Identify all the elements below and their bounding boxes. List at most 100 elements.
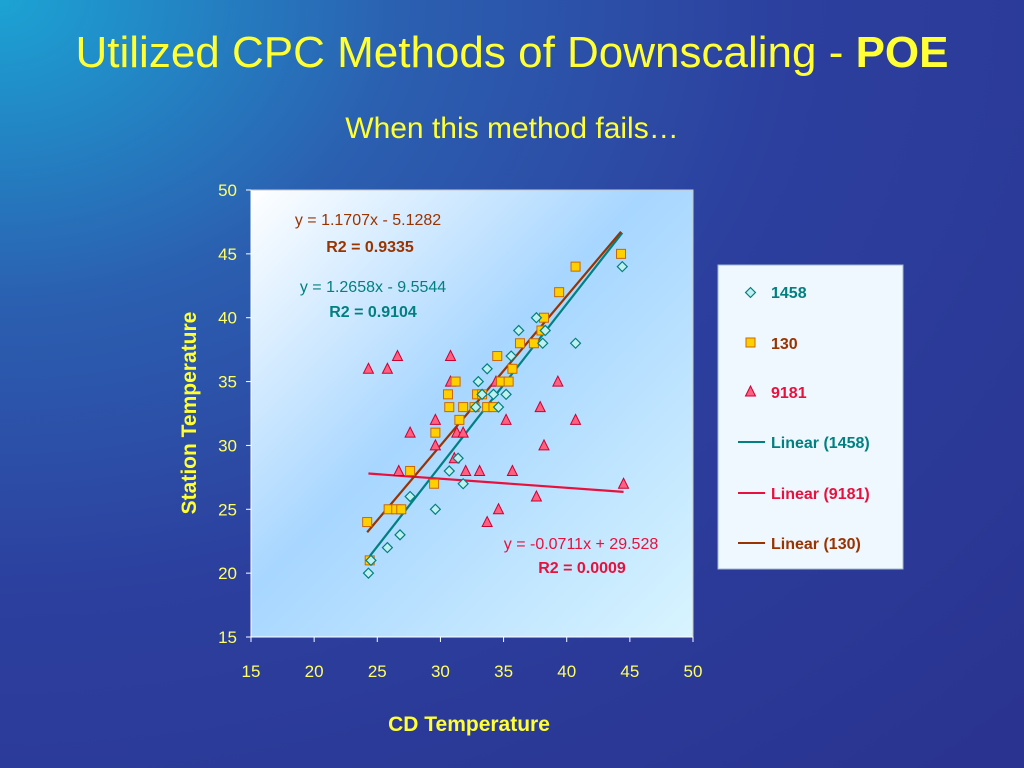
legend-label-1458: 1458 xyxy=(771,285,807,302)
point-9181 xyxy=(538,438,550,451)
y-tick-label: 35 xyxy=(218,373,237,392)
point-1458 xyxy=(404,490,416,503)
r2-9181: R2 = 0.0009 xyxy=(538,560,626,577)
point-1458 xyxy=(539,324,552,337)
legend-label-130: 130 xyxy=(771,336,798,353)
point-130 xyxy=(362,517,373,528)
point-9181 xyxy=(429,438,442,451)
plot-area xyxy=(250,189,694,638)
equation-130: y = 1.1707x - 5.1282 xyxy=(295,212,441,229)
slide-title: Utilized CPC Methods of Downscaling - PO… xyxy=(0,28,1024,78)
point-1458 xyxy=(481,363,493,375)
point-1458 xyxy=(487,388,500,401)
point-130 xyxy=(554,287,565,298)
point-130 xyxy=(450,376,461,387)
point-1458 xyxy=(381,541,394,554)
x-axis-title: CD Temperature xyxy=(388,713,550,736)
point-130 xyxy=(454,414,465,425)
point-9181 xyxy=(457,426,469,438)
legend-label-9181: 9181 xyxy=(771,385,807,402)
point-9181 xyxy=(569,413,582,425)
x-tick-label: 20 xyxy=(305,662,324,681)
point-9181 xyxy=(392,464,405,476)
slide-title-bold: POE xyxy=(855,28,949,77)
legend-marker-1458 xyxy=(744,286,757,299)
legend-label-linear-9181: Linear (9181) xyxy=(771,486,870,503)
point-130 xyxy=(444,402,455,413)
legend-box xyxy=(717,264,904,570)
point-9181 xyxy=(617,477,630,489)
point-130 xyxy=(570,261,581,272)
y-tick-label: 20 xyxy=(218,564,237,583)
point-130 xyxy=(492,351,503,362)
point-130 xyxy=(443,389,454,400)
legend: 1458 130 9181 Linear (1458) Linear (9181… xyxy=(717,264,904,570)
axis-ticks: 15 20 25 30 35 40 45 50 15 20 25 30 35 40 45 50 xyxy=(218,181,702,681)
point-9181 xyxy=(391,349,404,362)
point-9181 xyxy=(381,362,394,374)
x-tick-label: 45 xyxy=(620,662,639,681)
point-9181 xyxy=(530,489,543,502)
point-130 xyxy=(458,402,469,413)
point-1458 xyxy=(616,260,629,273)
point-1458 xyxy=(457,477,469,490)
point-9181 xyxy=(492,502,505,515)
legend-marker-9181 xyxy=(744,384,757,397)
point-130 xyxy=(405,465,416,476)
point-130 xyxy=(503,376,514,387)
point-9181 xyxy=(459,464,472,476)
legend-label-linear-130: Linear (130) xyxy=(771,536,861,553)
trendline-linear-9181 xyxy=(368,472,624,493)
legend-label-linear-1458: Linear (1458) xyxy=(771,435,870,452)
r2-130: R2 = 0.9335 xyxy=(326,239,414,256)
x-tick-label: 40 xyxy=(557,662,576,681)
point-9181 xyxy=(481,515,493,528)
point-9181 xyxy=(506,464,519,476)
point-1458 xyxy=(452,452,464,464)
point-9181 xyxy=(429,413,442,425)
equation-1458: y = 1.2658x - 9.5544 xyxy=(300,279,446,296)
x-tick-label: 50 xyxy=(684,662,703,681)
point-1458 xyxy=(394,529,406,541)
y-axis-title: Station Temperature xyxy=(178,312,201,515)
slide-title-main: Utilized CPC Methods of Downscaling - xyxy=(75,28,856,77)
point-130 xyxy=(514,338,525,349)
y-tick-label: 15 xyxy=(218,628,237,647)
x-tick-label: 25 xyxy=(368,662,387,681)
point-1458 xyxy=(536,337,549,350)
x-tick-label: 15 xyxy=(242,662,261,681)
equation-9181: y = -0.0711x + 29.528 xyxy=(504,536,659,553)
point-9181 xyxy=(444,349,457,362)
point-9181 xyxy=(362,362,375,374)
point-1458 xyxy=(365,554,377,567)
point-1458 xyxy=(500,388,512,401)
y-tick-label: 45 xyxy=(218,245,237,264)
y-tick-label: 30 xyxy=(218,436,237,455)
point-1458 xyxy=(362,567,375,579)
point-1458 xyxy=(569,337,582,350)
point-9181 xyxy=(552,374,564,387)
point-130 xyxy=(430,427,441,438)
point-1458 xyxy=(492,401,505,413)
slide-subtitle: When this method fails… xyxy=(345,112,679,145)
point-1458 xyxy=(512,324,525,337)
point-1458 xyxy=(429,503,442,516)
point-9181 xyxy=(534,400,547,413)
point-1458 xyxy=(469,401,482,413)
y-tick-label: 40 xyxy=(218,309,237,328)
y-tick-label: 25 xyxy=(218,500,237,519)
x-tick-label: 35 xyxy=(494,662,513,681)
point-1458 xyxy=(476,388,488,401)
point-1458 xyxy=(443,465,456,477)
legend-marker-130 xyxy=(745,337,756,348)
point-9181 xyxy=(473,464,486,476)
data-points xyxy=(362,248,630,579)
x-tick-label: 30 xyxy=(431,662,450,681)
point-1458 xyxy=(530,311,543,324)
point-9181 xyxy=(404,426,416,438)
point-1458 xyxy=(472,375,485,388)
r2-1458: R2 = 0.9104 xyxy=(329,304,417,321)
y-tick-label: 50 xyxy=(218,181,237,200)
point-9181 xyxy=(500,413,512,425)
